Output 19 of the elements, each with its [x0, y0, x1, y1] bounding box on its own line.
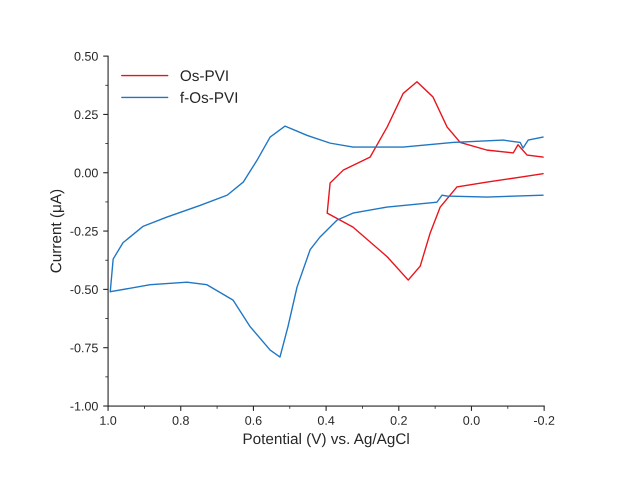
legend-label: f-Os-PVI — [180, 92, 238, 103]
x-axis-title: Potential (V) vs. Ag/AgCl — [244, 432, 409, 448]
y-tick-label: 0.00 — [74, 168, 98, 178]
y-tick-label: -0.25 — [70, 226, 98, 236]
x-tick-label: 0.2 — [390, 416, 407, 425]
x-tick-label: 0.4 — [318, 416, 334, 425]
x-tick-label: 0.0 — [463, 416, 480, 425]
y-tick-label: 0.25 — [74, 110, 98, 120]
legend-label: Os-PVI — [180, 70, 228, 82]
x-tick-label: -0.2 — [534, 416, 554, 425]
line-series — [326, 81, 544, 281]
x-tick-label: 0.8 — [172, 416, 189, 425]
y-axis-title: Current (μA) — [50, 190, 64, 272]
y-tick-label: -0.75 — [70, 344, 98, 352]
x-tick-label: 1.0 — [100, 416, 116, 425]
y-tick-label: -0.50 — [70, 285, 98, 294]
x-tick-label: 0.6 — [245, 416, 262, 425]
y-tick-label: 0.50 — [74, 52, 98, 61]
y-tick-label: -1.00 — [70, 402, 98, 411]
